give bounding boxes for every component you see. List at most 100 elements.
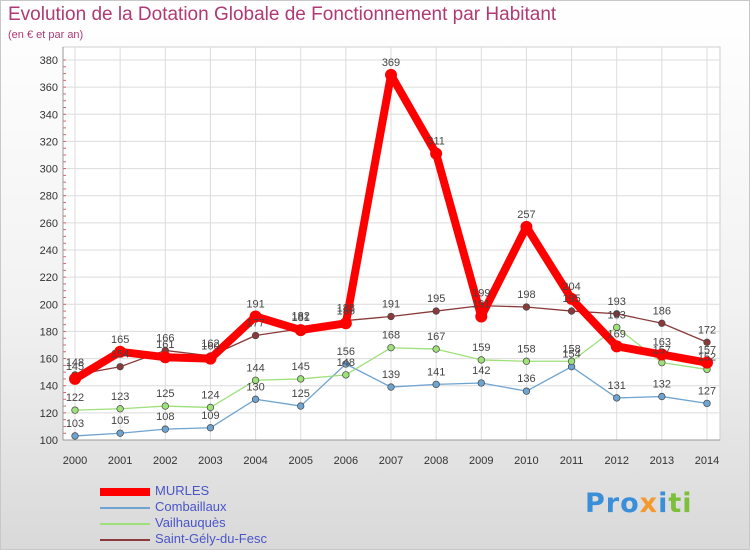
legend-label: MURLES [155, 483, 210, 498]
y-tick-label: 340 [40, 109, 58, 121]
x-tick-label: 2001 [108, 455, 132, 467]
data-label-3: 186 [653, 305, 671, 317]
data-label-0: 204 [562, 281, 580, 293]
data-point-2 [613, 323, 621, 332]
logo-part-3: i [658, 488, 669, 519]
data-point-1 [432, 380, 440, 389]
data-point-1 [116, 429, 124, 437]
data-point-1 [387, 383, 395, 391]
data-point-2 [387, 344, 395, 352]
data-point-1 [703, 399, 711, 408]
legend-swatch [100, 523, 150, 525]
data-label-3: 182 [292, 311, 310, 323]
data-point-1 [522, 387, 531, 395]
logo-part-4: ti [668, 488, 693, 519]
data-label-0: 161 [156, 339, 174, 351]
data-label-3: 148 [66, 357, 84, 369]
y-tick-label: 220 [40, 272, 58, 284]
data-label-2: 148 [337, 357, 355, 369]
x-tick-label: 2006 [334, 455, 358, 467]
x-tick-label: 2009 [469, 455, 493, 467]
data-point-0 [520, 220, 533, 233]
y-tick-label: 160 [40, 354, 58, 366]
data-point-3 [658, 319, 666, 327]
data-point-2 [522, 357, 531, 365]
x-tick-label: 2004 [243, 455, 267, 467]
y-tick-label: 260 [40, 218, 58, 230]
data-point-0 [385, 68, 397, 81]
x-tick-label: 2000 [63, 455, 87, 467]
y-tick-label: 320 [40, 136, 58, 148]
data-point-2 [297, 375, 305, 383]
data-point-0 [565, 292, 578, 305]
data-label-1: 142 [472, 365, 490, 377]
data-label-0: 163 [653, 337, 671, 349]
data-label-0: 191 [246, 299, 264, 311]
chart-title: Evolution de la Dotation Globale de Fonc… [8, 4, 557, 25]
line-chart: 100 120 140 160 180 200 220 240 260 280 300 320 340 3… [40, 46, 721, 467]
data-label-1: 131 [608, 380, 626, 392]
y-tick-label: 240 [40, 245, 58, 257]
data-point-0 [69, 372, 81, 385]
data-point-2 [116, 405, 124, 413]
data-label-3: 191 [382, 299, 400, 311]
data-point-1 [658, 392, 666, 401]
x-tick-label: 2002 [153, 455, 177, 467]
data-point-2 [432, 345, 440, 353]
data-label-3: 198 [517, 289, 535, 301]
data-point-2 [251, 376, 260, 384]
data-label-2: 159 [472, 342, 490, 354]
data-label-0: 165 [111, 334, 129, 346]
data-label-3: 154 [111, 349, 129, 361]
data-point-3 [116, 363, 124, 371]
data-label-1: 127 [698, 385, 716, 397]
data-label-1: 109 [201, 410, 219, 422]
legend-swatch [100, 507, 150, 509]
data-label-2: 144 [246, 362, 264, 374]
proxiti-logo: Proxiti [585, 488, 693, 519]
data-label-1: 108 [156, 411, 174, 423]
data-label-2: 167 [427, 331, 445, 343]
data-label-3: 193 [608, 296, 626, 308]
data-point-3 [432, 307, 440, 315]
data-label-2: 183 [608, 309, 626, 321]
legend-label: Vailhauquès [155, 515, 226, 530]
data-point-3 [387, 312, 395, 321]
legend-swatch [100, 488, 150, 496]
x-tick-label: 2007 [379, 455, 403, 467]
data-label-1: 154 [562, 349, 580, 361]
x-tick-label: 2011 [560, 455, 584, 467]
data-point-2 [477, 356, 485, 364]
data-label-2: 168 [382, 330, 400, 342]
x-tick-label: 2010 [514, 455, 538, 467]
x-tick-label: 2003 [198, 455, 222, 467]
data-label-0: 191 [472, 299, 490, 311]
legend-swatch [100, 539, 150, 541]
data-point-1 [297, 402, 305, 410]
data-point-2 [342, 371, 350, 379]
legend-label: Combaillaux [155, 499, 227, 514]
data-label-3: 166 [156, 332, 174, 344]
data-label-3: 162 [201, 338, 219, 350]
data-point-1 [477, 379, 485, 387]
data-label-0: 186 [337, 305, 355, 317]
data-label-3: 188 [337, 303, 355, 315]
data-label-1: 141 [427, 366, 445, 378]
data-label-1: 130 [246, 381, 264, 393]
x-tick-label: 2005 [288, 455, 312, 467]
y-tick-label: 200 [40, 299, 58, 311]
data-point-0 [701, 356, 713, 369]
data-label-0: 157 [698, 345, 716, 357]
data-label-0: 145 [66, 361, 84, 373]
data-point-0 [430, 147, 443, 160]
data-point-1 [206, 424, 215, 432]
data-label-0: 181 [292, 312, 310, 324]
data-label-2: 145 [292, 361, 310, 373]
data-label-3: 195 [562, 293, 580, 305]
data-point-0 [655, 348, 668, 361]
data-point-3 [522, 303, 531, 311]
x-tick-label: 2014 [695, 455, 719, 467]
data-point-0 [249, 310, 262, 323]
data-label-2: 152 [698, 351, 716, 363]
y-tick-label: 120 [40, 408, 58, 420]
